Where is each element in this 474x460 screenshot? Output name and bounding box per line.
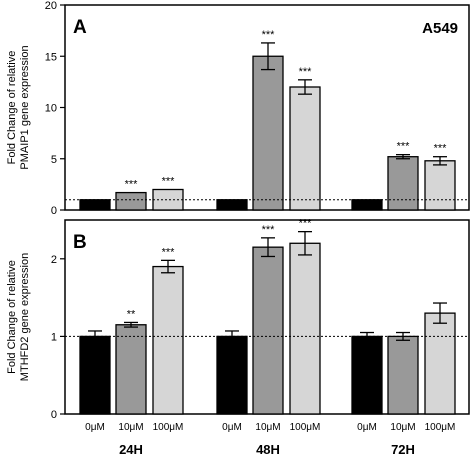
significance-label: *** bbox=[162, 176, 176, 188]
bar-48h-10um bbox=[252, 55, 284, 211]
time-point-label: 72H bbox=[391, 442, 415, 457]
cell-line-label: A549 bbox=[422, 20, 458, 37]
time-point-label: 24H bbox=[119, 442, 143, 457]
bar-48h-100um bbox=[289, 86, 321, 211]
y-axis-label: Fold Change of relative bbox=[6, 51, 18, 165]
x-category-label: 10μM bbox=[118, 422, 143, 433]
significance-label: ** bbox=[127, 308, 136, 320]
bar-24h-0um bbox=[79, 199, 111, 211]
bar-24h-100um bbox=[152, 265, 184, 415]
bar-72h-0um bbox=[351, 199, 383, 211]
significance-label: *** bbox=[397, 141, 411, 153]
bar-72h-10um bbox=[387, 156, 419, 211]
x-category-label: 100μM bbox=[153, 422, 184, 433]
x-category-label: 0μM bbox=[357, 422, 377, 433]
significance-label: *** bbox=[262, 224, 276, 236]
x-axis-labels: 0μM 10μM 100μM 24H 0μM 10μM 100μM 48H 0μM 10μM 100… bbox=[85, 422, 455, 457]
time-point-label: 48H bbox=[256, 442, 280, 457]
panel-letter: B bbox=[73, 232, 87, 253]
bar-72h-0um bbox=[351, 335, 383, 415]
bar-24h-10um bbox=[115, 191, 147, 211]
bar-24h-0um bbox=[79, 335, 111, 415]
bar-72h-10um bbox=[387, 335, 419, 415]
x-category-label: 10μM bbox=[390, 422, 415, 433]
bar-72h-100um bbox=[424, 312, 456, 415]
significance-label: *** bbox=[262, 29, 276, 41]
significance-label: *** bbox=[162, 246, 176, 258]
y-tick-label: 0 bbox=[51, 205, 57, 217]
bar-24h-10um bbox=[115, 324, 147, 415]
x-category-label: 10μM bbox=[255, 422, 280, 433]
y-tick-label: 2 bbox=[51, 254, 57, 266]
y-tick-label: 10 bbox=[45, 103, 57, 115]
bar-48h-10um bbox=[252, 246, 284, 415]
y-tick-label: 15 bbox=[45, 51, 57, 63]
x-category-label: 0μM bbox=[222, 422, 242, 433]
x-category-label: 100μM bbox=[425, 422, 456, 433]
significance-label: *** bbox=[299, 66, 313, 78]
panel-letter: A bbox=[73, 17, 87, 38]
panel-b: 0 1 2 Fold Change of relative MTHFD2 gene ex… bbox=[6, 218, 470, 421]
significance-label: *** bbox=[434, 143, 448, 155]
x-category-label: 0μM bbox=[85, 422, 105, 433]
bar-48h-100um bbox=[289, 242, 321, 415]
bar-72h-100um bbox=[424, 160, 456, 211]
bar-48h-0um bbox=[216, 199, 248, 211]
y-tick-label: 0 bbox=[51, 409, 57, 421]
y-axis-label: PMAIP1 gene expression bbox=[19, 45, 31, 169]
y-tick-label: 5 bbox=[51, 154, 57, 166]
y-tick-label: 1 bbox=[51, 331, 57, 343]
significance-label: *** bbox=[125, 179, 139, 191]
bar-48h-0um bbox=[216, 335, 248, 415]
y-axis-label: MTHFD2 gene expression bbox=[19, 253, 31, 381]
y-axis-label: Fold Change of relative bbox=[6, 260, 18, 374]
y-tick-label: 20 bbox=[45, 0, 57, 12]
significance-label: *** bbox=[299, 218, 313, 230]
x-category-label: 100μM bbox=[290, 422, 321, 433]
panel-a: 0 5 10 15 20 Fold Change of relative PMAIP1 ge… bbox=[6, 0, 470, 217]
